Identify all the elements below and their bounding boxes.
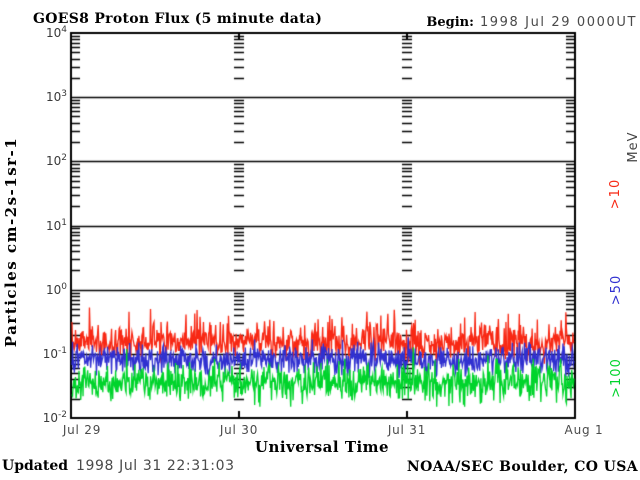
legend-gt10-label: >10	[608, 178, 623, 210]
updated-label: Updated	[2, 458, 69, 474]
updated-timestamp: Updated 1998 Jul 31 22:31:03	[2, 458, 235, 474]
updated-value: 1998 Jul 31 22:31:03	[76, 458, 235, 474]
y-tick-label: 10-1	[42, 345, 67, 361]
y-tick-label: 103	[45, 89, 67, 105]
y-tick-label: 10-2	[42, 410, 67, 425]
y-axis-title: Particles cm-2s-1sr-1	[2, 136, 20, 348]
x-tick-label: Jul 29	[62, 423, 102, 437]
y-tick-label: 101	[45, 217, 67, 233]
x-tick-label: Jul 31	[387, 423, 427, 437]
y-tick-label: 104	[45, 25, 67, 40]
y-tick-label: 100	[45, 281, 67, 297]
y-tick-label: 102	[45, 153, 67, 169]
x-tick-label: Jul 30	[219, 423, 259, 437]
x-tick-label: Aug 1	[564, 423, 604, 437]
right-axis-unit-label: MeV	[626, 131, 640, 163]
credit-text: NOAA/SEC Boulder, CO USA	[406, 459, 638, 475]
legend-gt100-label: >100	[609, 358, 624, 398]
legend-gt50-label: >50	[609, 274, 624, 306]
x-axis-title: Universal Time	[254, 438, 390, 456]
